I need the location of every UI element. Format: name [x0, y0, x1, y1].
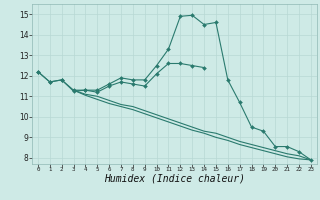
X-axis label: Humidex (Indice chaleur): Humidex (Indice chaleur) — [104, 174, 245, 184]
